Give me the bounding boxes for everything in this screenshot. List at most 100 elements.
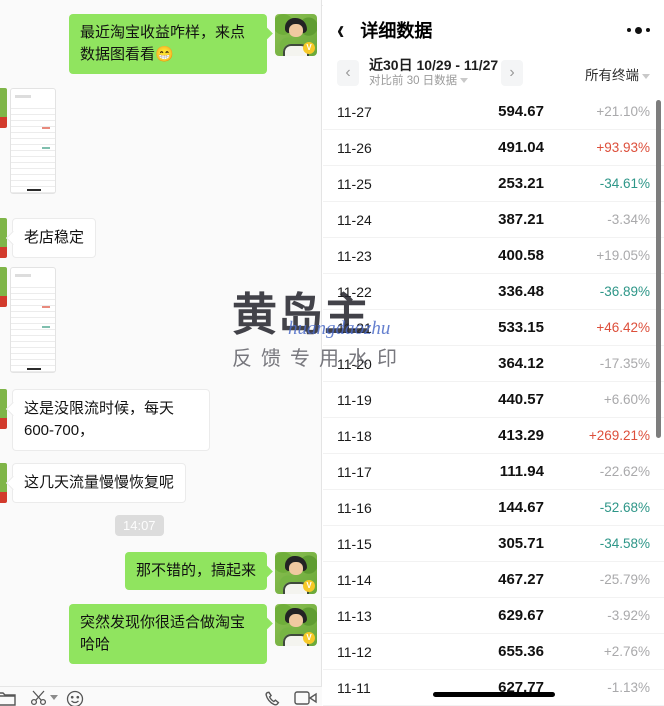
- row-value: 533.15: [498, 319, 544, 336]
- table-row[interactable]: 11-18 413.29 +269.21%: [323, 418, 664, 454]
- row-change-percent: -34.61%: [599, 176, 650, 191]
- thumb-detail: [42, 306, 50, 308]
- more-icon[interactable]: [627, 26, 650, 34]
- timestamp: 14:07: [115, 515, 164, 536]
- row-date: 11-19: [337, 391, 372, 408]
- scissors-icon[interactable]: [30, 690, 48, 706]
- avatar[interactable]: V: [275, 604, 317, 646]
- row-date: 11-25: [337, 175, 372, 192]
- row-value: 467.27: [498, 571, 544, 588]
- avatar-face: [289, 614, 303, 627]
- terminal-filter-dropdown[interactable]: 所有终端: [585, 64, 650, 84]
- row-value: 387.21: [498, 211, 544, 228]
- table-row[interactable]: 11-26 491.04 +93.93%: [323, 130, 664, 166]
- message-received: 这几天流量慢慢恢复呢: [12, 463, 187, 503]
- table-row[interactable]: 11-13 629.67 -3.92%: [323, 598, 664, 634]
- message-sent: 突然发现你很适合做淘宝 哈哈 V: [69, 604, 317, 664]
- peer-avatar-cropped[interactable]: [0, 88, 7, 128]
- row-change-percent: -22.62%: [599, 464, 650, 479]
- message-bubble: 那不错的，搞起来: [124, 552, 267, 590]
- page-title: 详细数据: [360, 21, 433, 41]
- table-row[interactable]: 11-16 144.67 -52.68%: [323, 490, 664, 526]
- table-row[interactable]: 11-20 364.12 -17.35%: [323, 346, 664, 382]
- row-date: 11-26: [337, 139, 372, 156]
- peer-avatar-cropped[interactable]: [0, 267, 7, 307]
- row-change-percent: +46.42%: [596, 320, 650, 335]
- row-change-percent: -25.79%: [599, 572, 650, 587]
- table-row[interactable]: 11-25 253.21 -34.61%: [323, 166, 664, 202]
- row-date: 11-23: [337, 247, 372, 264]
- file-icon[interactable]: [0, 690, 16, 706]
- peer-avatar-cropped[interactable]: [0, 218, 7, 258]
- row-change-percent: -52.68%: [599, 500, 650, 515]
- thumb-detail: [42, 326, 50, 328]
- avatar-body: [283, 582, 309, 594]
- row-change-percent: -1.13%: [607, 680, 650, 695]
- row-date: 11-20: [337, 355, 372, 372]
- row-value: 336.48: [498, 283, 544, 300]
- table-row[interactable]: 11-11 627.77 -1.13%: [323, 670, 664, 706]
- avatar-body: [283, 44, 309, 56]
- thumb-detail: [42, 127, 50, 129]
- table-row[interactable]: 11-17 111.94 -22.62%: [323, 454, 664, 490]
- row-value: 627.77: [498, 679, 544, 696]
- row-date: 11-17: [337, 463, 372, 480]
- table-row[interactable]: 11-15 305.71 -34.58%: [323, 526, 664, 562]
- chat-input-toolbar: [0, 686, 322, 706]
- table-row[interactable]: 11-21 533.15 +46.42%: [323, 310, 664, 346]
- table-row[interactable]: 11-24 387.21 -3.34%: [323, 202, 664, 238]
- verified-badge: V: [303, 580, 315, 592]
- row-date: 11-16: [337, 499, 372, 516]
- verified-badge: V: [303, 42, 315, 54]
- scrollbar[interactable]: [656, 100, 661, 438]
- row-date: 11-13: [337, 607, 372, 624]
- row-value: 253.21: [498, 175, 544, 192]
- date-range-nav: ‹ 近30日 10/29 - 11/27 对比前 30 日数据 › 所有终端: [337, 56, 650, 92]
- peer-avatar-cropped[interactable]: [0, 463, 7, 503]
- avatar[interactable]: V: [275, 552, 317, 594]
- emoji-icon[interactable]: [66, 690, 84, 706]
- table-row[interactable]: 11-12 655.36 +2.76%: [323, 634, 664, 670]
- message-bubble: 突然发现你很适合做淘宝 哈哈: [69, 604, 267, 664]
- image-thumbnail[interactable]: [10, 88, 56, 194]
- thumb-detail: [42, 147, 50, 149]
- image-thumbnail[interactable]: [10, 267, 56, 373]
- peer-avatar-cropped[interactable]: [0, 389, 7, 429]
- row-value: 400.58: [498, 247, 544, 264]
- verified-badge: V: [303, 632, 315, 644]
- row-change-percent: +19.05%: [596, 248, 650, 263]
- row-value: 144.67: [498, 499, 544, 516]
- row-value: 594.67: [498, 103, 544, 120]
- row-value: 413.29: [498, 427, 544, 444]
- message-received-image: [10, 88, 56, 194]
- table-row[interactable]: 11-22 336.48 -36.89%: [323, 274, 664, 310]
- table-row[interactable]: 11-19 440.57 +6.60%: [323, 382, 664, 418]
- date-range-block[interactable]: 近30日 10/29 - 11/27 对比前 30 日数据: [369, 56, 498, 89]
- avatar-body: [283, 634, 309, 646]
- table-row[interactable]: 11-27 594.67 +21.10%: [323, 94, 664, 130]
- message-bubble: 这几天流量慢慢恢复呢: [12, 463, 187, 503]
- row-date: 11-14: [337, 571, 372, 588]
- panel-header: ‹ 详细数据: [337, 14, 650, 46]
- video-icon[interactable]: [294, 690, 318, 706]
- phone-icon[interactable]: [264, 690, 282, 706]
- avatar-face: [289, 562, 303, 575]
- chevron-down-icon: [460, 78, 469, 84]
- row-value: 364.12: [498, 355, 544, 372]
- compare-dropdown[interactable]: 对比前 30 日数据: [369, 74, 498, 89]
- message-bubble: 最近淘宝收益咋样，来点数据图看看😁: [69, 14, 267, 74]
- avatar[interactable]: V: [275, 14, 317, 56]
- row-date: 11-24: [337, 211, 372, 228]
- scissors-menu-caret[interactable]: [50, 695, 58, 700]
- row-change-percent: -3.92%: [607, 608, 650, 623]
- message-received: 这是没限流时候，每天600-700，: [12, 389, 210, 451]
- table-row[interactable]: 11-23 400.58 +19.05%: [323, 238, 664, 274]
- prev-period-button[interactable]: ‹: [337, 60, 359, 86]
- next-period-button[interactable]: ›: [501, 60, 523, 86]
- back-icon[interactable]: ‹: [337, 13, 345, 45]
- row-change-percent: -3.34%: [607, 212, 650, 227]
- table-row[interactable]: 11-14 467.27 -25.79%: [323, 562, 664, 598]
- row-value: 655.36: [498, 643, 544, 660]
- chat-panel: 最近淘宝收益咋样，来点数据图看看😁 V 老店稳定: [0, 0, 322, 706]
